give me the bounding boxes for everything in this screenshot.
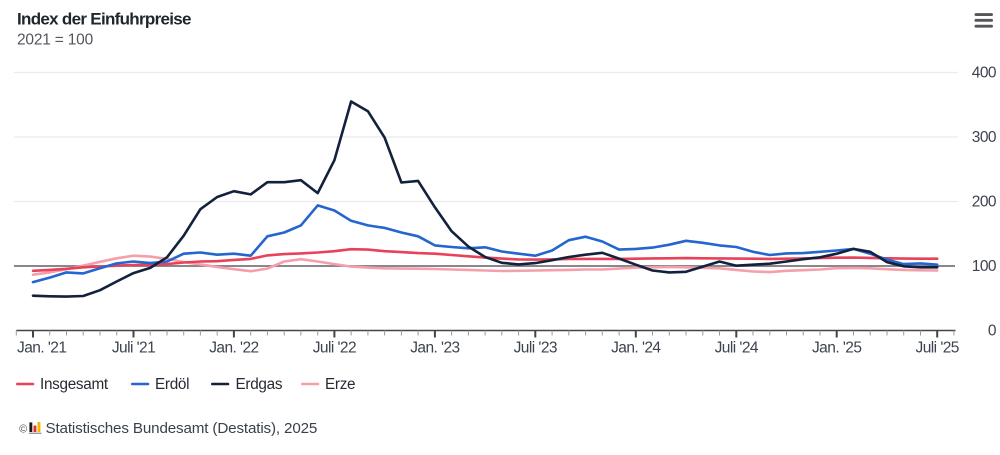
svg-text:Juli '21: Juli '21 bbox=[112, 340, 155, 357]
svg-text:Jan. '22: Jan. '22 bbox=[209, 340, 258, 357]
svg-text:©: © bbox=[19, 423, 27, 435]
svg-text:Juli '24: Juli '24 bbox=[715, 340, 759, 357]
svg-text:100: 100 bbox=[972, 258, 997, 275]
svg-text:300: 300 bbox=[972, 129, 997, 146]
svg-text:Index der Einfuhrpreise: Index der Einfuhrpreise bbox=[17, 10, 191, 29]
svg-text:2021 = 100: 2021 = 100 bbox=[17, 32, 94, 49]
svg-text:400: 400 bbox=[972, 65, 997, 82]
svg-text:Juli '23: Juli '23 bbox=[514, 340, 557, 357]
svg-text:0: 0 bbox=[988, 323, 997, 340]
svg-text:Erze: Erze bbox=[325, 376, 355, 393]
svg-text:Insgesamt: Insgesamt bbox=[40, 376, 109, 393]
svg-text:Jan. '21: Jan. '21 bbox=[17, 340, 66, 357]
svg-text:Juli '25: Juli '25 bbox=[916, 340, 959, 357]
svg-text:Statistisches Bundesamt (Desta: Statistisches Bundesamt (Destatis), 2025 bbox=[46, 420, 318, 437]
svg-text:Jan. '24: Jan. '24 bbox=[611, 340, 661, 357]
svg-text:Erdgas: Erdgas bbox=[236, 376, 283, 393]
svg-text:200: 200 bbox=[972, 194, 997, 211]
svg-text:Jan. '23: Jan. '23 bbox=[410, 340, 459, 357]
svg-text:Jan. '25: Jan. '25 bbox=[812, 340, 861, 357]
svg-text:Erdöl: Erdöl bbox=[155, 376, 189, 393]
svg-text:Juli '22: Juli '22 bbox=[313, 340, 356, 357]
